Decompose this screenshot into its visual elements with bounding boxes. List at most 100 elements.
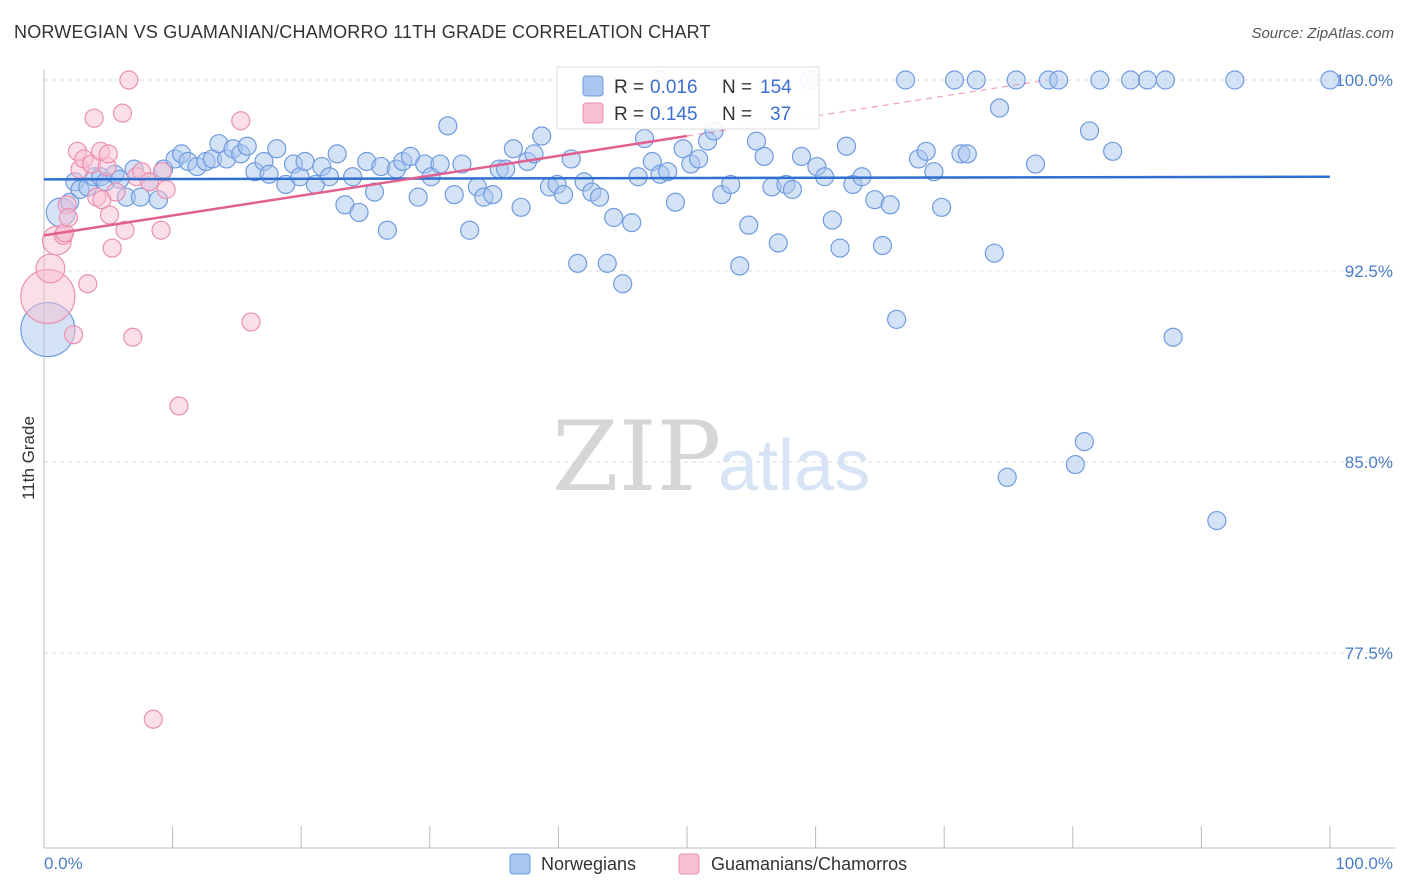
norwegians-point-77 (604, 207, 624, 228)
norwegians-point-64 (511, 197, 531, 217)
norwegians-point-81 (634, 128, 655, 149)
norwegians-point-105 (822, 210, 842, 230)
stats-swatch-pink (582, 102, 604, 124)
norwegians-point-112 (880, 195, 900, 215)
guamanians-point-24 (119, 70, 139, 90)
stats-n-value-blue: 154 (760, 77, 792, 98)
guamanians-point-32 (156, 179, 176, 200)
stats-r-label-blue: R = (614, 77, 644, 98)
guamanians-point-20 (102, 238, 122, 258)
norwegians-point-70 (553, 185, 574, 205)
norwegians-point-129 (1049, 70, 1069, 90)
norwegians-point-86 (673, 139, 693, 159)
norwegians-point-27 (237, 136, 257, 156)
norwegians-point-113 (887, 309, 907, 329)
guamanians-point-11 (78, 274, 98, 294)
norwegians-point-88 (688, 149, 709, 169)
stats-legend: R = 0.016 N = 154 R = 0.145 N = 37 (556, 66, 820, 130)
legend-label-norwegians: Norwegians (541, 854, 636, 874)
norwegians-point-121 (957, 144, 977, 164)
norwegians-point-139 (1207, 510, 1227, 531)
guamanians-point-6 (58, 207, 79, 228)
norwegians-point-106 (830, 238, 850, 258)
norwegians-point-92 (721, 174, 741, 195)
norwegians-point-80 (628, 167, 648, 187)
norwegians-point-84 (658, 162, 678, 182)
stats-n-label-pink: N = (722, 104, 752, 125)
x-tick-label-max: 100.0% (1335, 854, 1393, 873)
guamanians-point-21 (106, 182, 126, 202)
stats-r-label-pink: R = (614, 104, 644, 125)
y-tick-label-0: 77.5% (1345, 644, 1393, 663)
norwegians-point-95 (746, 131, 767, 151)
norwegians-point-56 (452, 154, 472, 174)
norwegians-point-123 (984, 243, 1004, 263)
norwegians-point-118 (932, 197, 952, 217)
norwegians-point-31 (267, 139, 287, 159)
y-tick-label-3: 100.0% (1335, 71, 1393, 90)
norwegians-point-98 (768, 233, 788, 253)
y-tick-labels: 77.5% 85.0% 92.5% 100.0% (1335, 71, 1393, 663)
guamanians-point-34 (231, 111, 251, 131)
norwegians-point-54 (438, 116, 458, 136)
norwegians-point-39 (327, 144, 347, 164)
norwegians-point-75 (589, 187, 610, 207)
norwegians-point-46 (377, 220, 397, 240)
x-axis-ticks (43, 826, 1331, 848)
norwegians-point-63 (503, 139, 523, 159)
norwegians-point-67 (532, 126, 552, 146)
norwegians-point-125 (997, 467, 1017, 487)
legend-label-guamanians: Guamanians/Chamorros (711, 854, 907, 874)
norwegians-point-42 (349, 202, 369, 223)
guamanians-point-7 (63, 325, 84, 345)
watermark-zip: ZIP (552, 401, 721, 513)
guamanians-point-28 (139, 172, 160, 192)
stats-n-value-pink: 37 (770, 104, 791, 125)
guamanians-point-1 (35, 253, 66, 284)
norwegians-point-136 (1137, 70, 1157, 90)
watermark: ZIP atlas (552, 401, 870, 513)
norwegians-point-119 (944, 70, 965, 90)
norwegians-point-101 (791, 146, 812, 166)
guamanians-point-22 (112, 103, 133, 123)
norwegians-point-57 (460, 220, 480, 240)
trend-line-blue (43, 175, 1331, 181)
guamanians-point-19 (99, 205, 120, 225)
norwegians-point-35 (295, 151, 315, 172)
norwegians-point-137 (1155, 70, 1175, 90)
norwegians-point-116 (916, 141, 936, 161)
norwegians-point-131 (1074, 432, 1094, 452)
norwegians-point-126 (1006, 70, 1026, 90)
guamanians-point-31 (152, 162, 172, 182)
guamanians-point-35 (241, 312, 261, 332)
norwegians-point-78 (613, 274, 633, 294)
norwegians-point-72 (568, 253, 588, 273)
norwegians-point-76 (597, 253, 617, 273)
norwegians-point-127 (1025, 154, 1046, 174)
guamanians-point-13 (84, 108, 104, 128)
norwegians-point-93 (730, 256, 750, 276)
norwegians-point-96 (754, 146, 774, 166)
norwegians-point-114 (896, 70, 916, 90)
stats-r-value-blue: 0.016 (650, 77, 698, 98)
norwegians-point-85 (665, 192, 686, 212)
norwegians-point-30 (259, 164, 279, 184)
norwegians-point-41 (343, 167, 363, 187)
norwegians-point-132 (1079, 121, 1100, 141)
legend-swatch-norwegians (509, 853, 531, 875)
norwegians-point-100 (782, 179, 803, 200)
guamanians-point-30 (151, 220, 171, 240)
norwegians-point-122 (966, 70, 986, 90)
trend-line-pink (43, 134, 688, 237)
guamanians-point-18 (98, 144, 118, 164)
chart-title: NORWEGIAN VS GUAMANIAN/CHAMORRO 11TH GRA… (14, 22, 711, 42)
guamanians-point-29 (143, 709, 163, 729)
y-tick-label-1: 85.0% (1345, 453, 1393, 472)
source-credit: Source: ZipAtlas.com (1251, 25, 1394, 42)
norwegians-point-138 (1163, 327, 1183, 347)
watermark-atlas: atlas (718, 426, 870, 506)
norwegians-point-140 (1225, 70, 1245, 90)
stats-swatch-blue (582, 75, 604, 97)
norwegians-point-134 (1103, 141, 1123, 161)
